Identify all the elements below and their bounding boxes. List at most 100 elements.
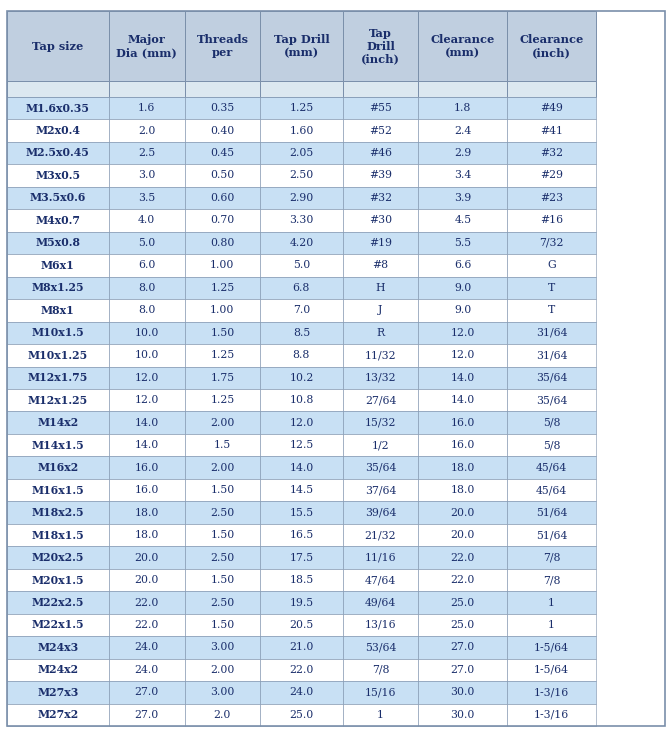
Text: 35/64: 35/64 bbox=[536, 373, 567, 383]
Text: #23: #23 bbox=[540, 193, 563, 203]
Bar bbox=[260, 142, 343, 164]
Text: 3.9: 3.9 bbox=[454, 193, 471, 203]
Bar bbox=[507, 703, 596, 726]
Bar bbox=[260, 209, 343, 231]
Bar bbox=[185, 613, 260, 636]
Bar bbox=[109, 411, 185, 434]
Text: 7.0: 7.0 bbox=[293, 305, 310, 315]
Text: T: T bbox=[548, 283, 555, 293]
Bar bbox=[7, 681, 109, 703]
Bar bbox=[507, 299, 596, 321]
Text: 2.90: 2.90 bbox=[290, 193, 314, 203]
Bar bbox=[507, 11, 596, 81]
Text: 1: 1 bbox=[377, 710, 384, 720]
Bar bbox=[260, 681, 343, 703]
Bar bbox=[7, 254, 109, 277]
Text: 8.0: 8.0 bbox=[138, 283, 155, 293]
Text: 1.8: 1.8 bbox=[454, 103, 472, 113]
Bar bbox=[109, 524, 185, 546]
Bar bbox=[418, 457, 507, 479]
Bar bbox=[109, 299, 185, 321]
Bar bbox=[7, 277, 109, 299]
Bar bbox=[7, 546, 109, 569]
Text: 5/8: 5/8 bbox=[543, 418, 560, 427]
Text: 2.50: 2.50 bbox=[210, 597, 235, 608]
Text: 1.25: 1.25 bbox=[210, 395, 235, 406]
Text: 2.5: 2.5 bbox=[138, 148, 155, 158]
Bar bbox=[185, 97, 260, 119]
Text: 1.50: 1.50 bbox=[210, 620, 235, 630]
Text: 1.00: 1.00 bbox=[210, 305, 235, 315]
Bar bbox=[260, 254, 343, 277]
Bar bbox=[343, 187, 418, 209]
Bar bbox=[343, 457, 418, 479]
Bar bbox=[109, 187, 185, 209]
Text: 12.0: 12.0 bbox=[289, 418, 314, 427]
Text: M12x1.75: M12x1.75 bbox=[28, 373, 88, 384]
Bar bbox=[260, 367, 343, 389]
Text: 27.0: 27.0 bbox=[134, 687, 159, 698]
Bar bbox=[7, 344, 109, 367]
Bar bbox=[507, 636, 596, 659]
Bar bbox=[185, 164, 260, 187]
Text: 27.0: 27.0 bbox=[451, 643, 475, 652]
Text: 45/64: 45/64 bbox=[536, 463, 567, 473]
Text: 15.5: 15.5 bbox=[290, 507, 314, 518]
Bar bbox=[185, 187, 260, 209]
Text: 5.0: 5.0 bbox=[293, 261, 310, 270]
Bar bbox=[507, 591, 596, 613]
Bar bbox=[343, 681, 418, 703]
Text: 51/64: 51/64 bbox=[536, 507, 567, 518]
Text: G: G bbox=[547, 261, 556, 270]
Bar bbox=[109, 254, 185, 277]
Bar bbox=[418, 142, 507, 164]
Bar bbox=[507, 479, 596, 501]
Text: 10.8: 10.8 bbox=[289, 395, 314, 406]
Bar bbox=[418, 569, 507, 591]
Bar bbox=[343, 636, 418, 659]
Text: 6.0: 6.0 bbox=[138, 261, 155, 270]
Bar bbox=[343, 11, 418, 81]
Text: 0.45: 0.45 bbox=[210, 148, 235, 158]
Bar bbox=[109, 703, 185, 726]
Text: 4.0: 4.0 bbox=[138, 215, 155, 225]
Bar bbox=[7, 231, 109, 254]
Bar bbox=[343, 546, 418, 569]
Text: 3.4: 3.4 bbox=[454, 171, 471, 181]
Text: 12.0: 12.0 bbox=[134, 373, 159, 383]
Text: #8: #8 bbox=[372, 261, 388, 270]
Text: 1.00: 1.00 bbox=[210, 261, 235, 270]
Bar bbox=[185, 11, 260, 81]
Text: 2.50: 2.50 bbox=[210, 507, 235, 518]
Bar bbox=[260, 546, 343, 569]
Text: 2.05: 2.05 bbox=[290, 148, 314, 158]
Text: 3.5: 3.5 bbox=[138, 193, 155, 203]
Bar bbox=[7, 367, 109, 389]
Text: 1: 1 bbox=[548, 620, 555, 630]
Bar bbox=[507, 119, 596, 142]
Text: 7/32: 7/32 bbox=[540, 238, 564, 248]
Bar bbox=[185, 209, 260, 231]
Bar bbox=[7, 81, 109, 97]
Bar bbox=[7, 119, 109, 142]
Bar bbox=[343, 367, 418, 389]
Text: 24.0: 24.0 bbox=[134, 665, 159, 675]
Text: M5x0.8: M5x0.8 bbox=[35, 237, 80, 248]
Bar bbox=[109, 546, 185, 569]
Text: M27x3: M27x3 bbox=[37, 687, 79, 698]
Bar bbox=[507, 411, 596, 434]
Bar bbox=[109, 457, 185, 479]
Bar bbox=[418, 344, 507, 367]
Text: #55: #55 bbox=[369, 103, 392, 113]
Text: 16.0: 16.0 bbox=[451, 418, 475, 427]
Text: 2.00: 2.00 bbox=[210, 665, 235, 675]
Text: J: J bbox=[378, 305, 382, 315]
Bar bbox=[418, 636, 507, 659]
Text: 1.25: 1.25 bbox=[210, 283, 235, 293]
Text: 5.5: 5.5 bbox=[454, 238, 471, 248]
Bar bbox=[507, 321, 596, 344]
Text: 2.00: 2.00 bbox=[210, 463, 235, 473]
Bar bbox=[343, 613, 418, 636]
Text: 3.00: 3.00 bbox=[210, 687, 235, 698]
Text: 35/64: 35/64 bbox=[536, 395, 567, 406]
